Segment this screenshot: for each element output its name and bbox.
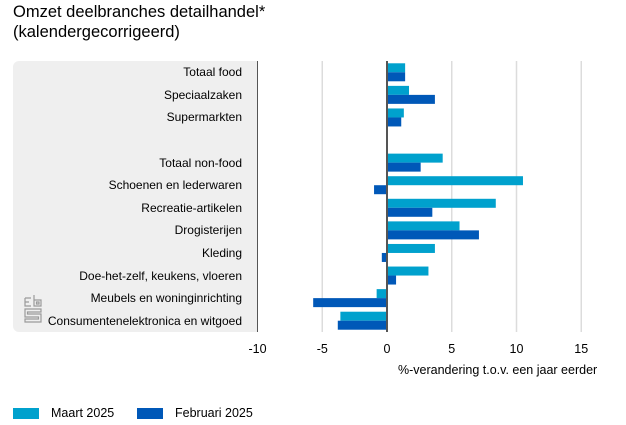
category-label: Drogisterijen: [174, 223, 242, 238]
bar-maart: [387, 243, 435, 253]
category-label: Supermarkten: [166, 110, 242, 125]
bar-februari: [387, 162, 421, 172]
bar-maart: [387, 176, 523, 186]
x-tick-label: 5: [448, 342, 456, 356]
legend-item-maart: Maart 2025: [13, 406, 114, 420]
x-axis-label: %-verandering t.o.v. een jaar eerder: [398, 363, 598, 377]
chart-title: Omzet deelbranches detailhandel*: [13, 3, 266, 21]
bar-maart: [376, 289, 387, 299]
legend-label-februari: Februari 2025: [175, 406, 253, 420]
bar-maart: [387, 108, 404, 118]
category-label: Totaal non-food: [159, 155, 242, 170]
category-label: Recreatie-artikelen: [141, 200, 242, 215]
bar-maart: [387, 85, 410, 95]
category-label: Schoenen en lederwaren: [108, 178, 242, 193]
bar-februari: [387, 117, 402, 127]
legend-label-maart: Maart 2025: [51, 406, 115, 420]
bar-februari: [374, 185, 387, 195]
bar-februari: [387, 275, 397, 285]
category-label: Meubels en woninginrichting: [90, 291, 242, 306]
chart-subtitle: (kalendergecorrigeerd): [13, 23, 180, 41]
x-tick-label: 15: [574, 342, 589, 356]
bar-februari: [387, 72, 406, 82]
category-label: Consumentenelektronica en witgoed: [47, 313, 242, 328]
category-label: Totaal food: [183, 65, 242, 80]
bar-februari: [337, 320, 387, 330]
category-label: Speciaalzaken: [163, 87, 242, 102]
bar-februari: [381, 252, 387, 262]
bar-maart: [387, 266, 429, 276]
bar-februari: [313, 298, 387, 308]
x-tick-label: -10: [248, 342, 267, 356]
cbs-logo-icon: [24, 295, 42, 323]
category-label: Kleding: [201, 245, 242, 260]
legend-swatch-februari: [137, 407, 163, 419]
category-label: Doe-het-zelf, keukens, vloeren: [79, 268, 242, 283]
category-label-panel: [13, 61, 257, 332]
bar-maart: [387, 153, 443, 163]
bar-maart: [387, 221, 460, 231]
x-tick-label: -5: [316, 342, 328, 356]
chart-title-block: Omzet deelbranches detailhandel* (kalend…: [13, 2, 265, 42]
legend-item-februari: Februari 2025: [137, 406, 253, 420]
x-tick-label: 0: [383, 342, 391, 356]
bar-februari: [387, 94, 435, 104]
bar-februari: [387, 230, 479, 240]
bar-maart: [387, 63, 406, 73]
legend-swatch-maart: [13, 407, 39, 419]
x-tick-label: 10: [509, 342, 524, 356]
bar-maart: [387, 198, 496, 208]
bar-maart: [340, 311, 387, 321]
bar-februari: [387, 207, 433, 217]
